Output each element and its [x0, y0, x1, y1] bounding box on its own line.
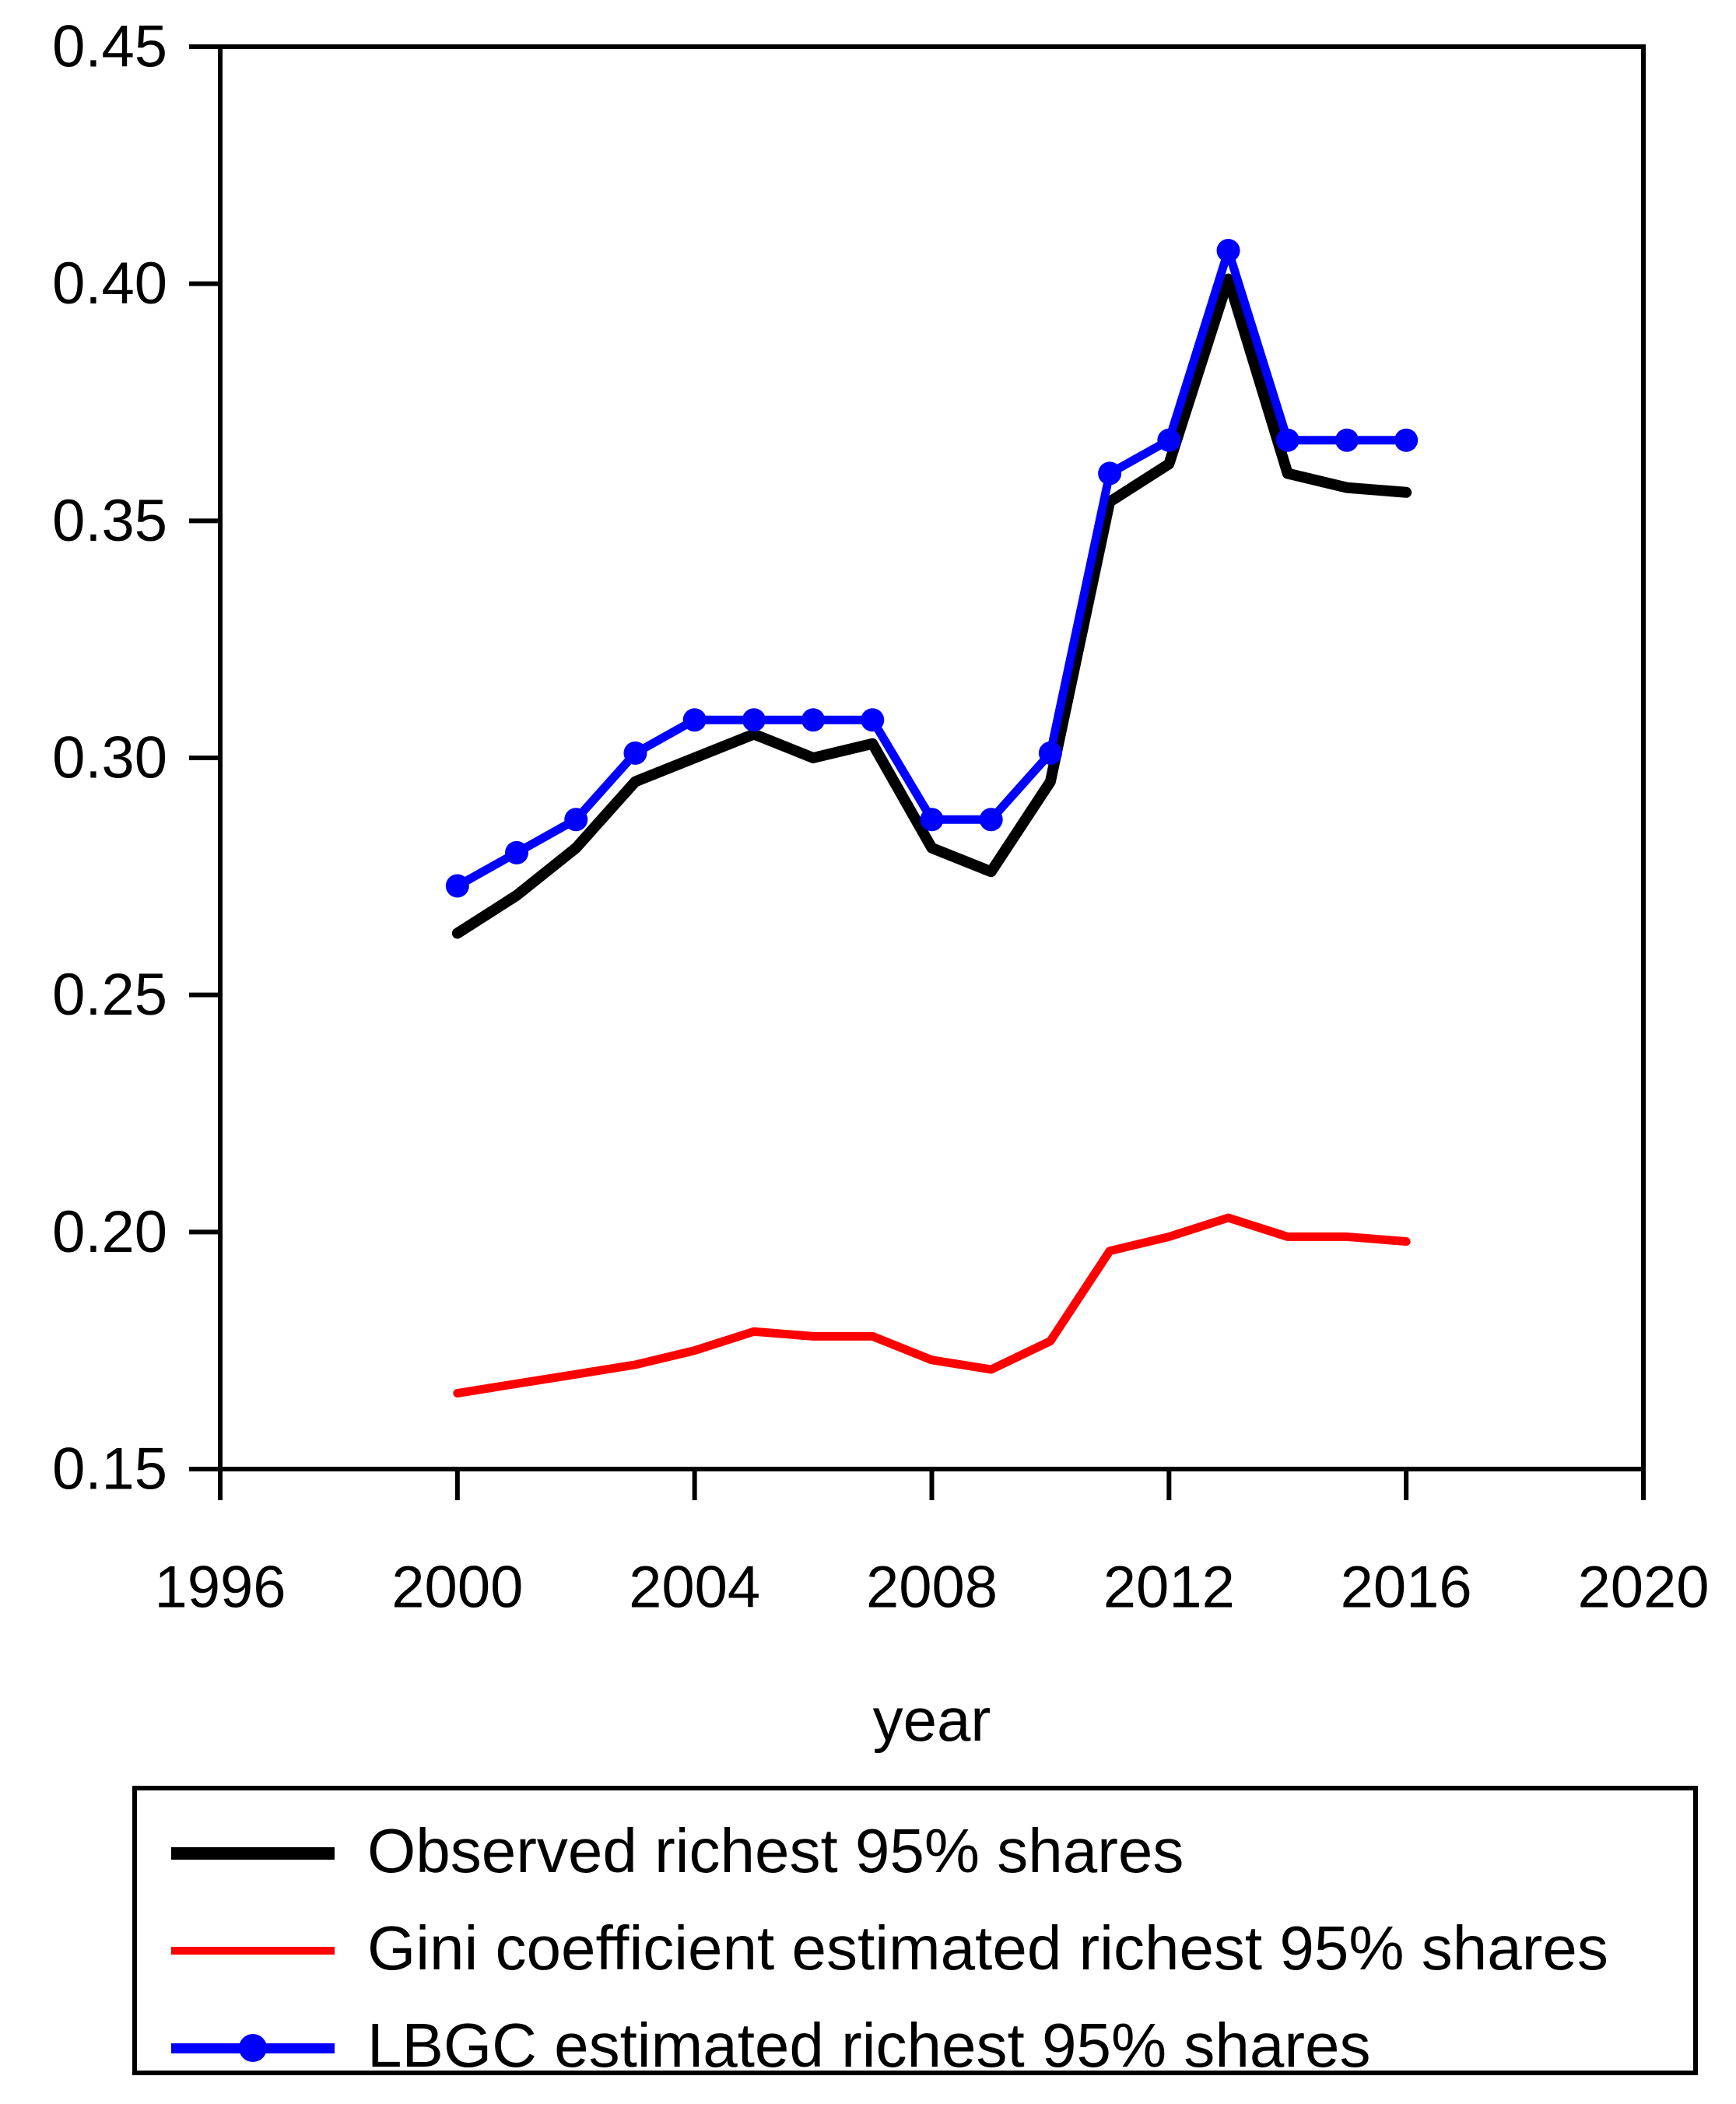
series-marker-dot-2	[505, 840, 529, 864]
y-tick-label: 0.20	[52, 1199, 167, 1265]
series-marker-dot-2	[1275, 428, 1299, 452]
legend-line-swatch-1	[171, 1947, 335, 1955]
x-tick-label: 2016	[1341, 1555, 1472, 1621]
series-marker-dot-2	[682, 708, 707, 732]
series-marker-dot-2	[1334, 428, 1359, 452]
y-tick-label: 0.30	[52, 725, 167, 791]
y-tick-label: 0.35	[52, 488, 167, 554]
legend-box: Observed richest 95% shares Gini coeffici…	[132, 1786, 1698, 2080]
series-marker-dot-2	[920, 808, 944, 832]
series-marker-dot-2	[1394, 428, 1419, 452]
y-tick-label: 0.40	[52, 251, 167, 317]
legend-item-label: Observed richest 95% shares	[367, 1816, 1184, 1885]
series-marker-dot-2	[861, 708, 885, 732]
x-tick-label: 2004	[629, 1555, 760, 1621]
legend-marker-dot-icon	[239, 2034, 267, 2062]
series-marker-dot-2	[979, 808, 1003, 832]
legend-item-label: LBGC estimated richest 95% shares	[367, 2011, 1371, 2080]
series-line-2	[453, 246, 1411, 891]
series-marker-dot-2	[1098, 461, 1122, 486]
series-marker-dot-2	[445, 874, 469, 898]
series-marker-dot-2	[742, 708, 766, 732]
legend-line-swatch-0	[171, 1847, 335, 1860]
series-marker-dot-2	[801, 708, 826, 732]
x-tick-label: 2012	[1103, 1555, 1235, 1621]
x-tick-label: 2000	[391, 1555, 523, 1621]
series-marker-dot-2	[564, 808, 588, 832]
series-marker-dot-2	[623, 741, 647, 765]
x-tick-label: 1996	[154, 1555, 286, 1621]
plot-border	[218, 44, 1646, 1471]
y-tick-label: 0.25	[52, 962, 167, 1028]
x-tick-label: 2020	[1577, 1555, 1709, 1621]
y-tick-label: 0.15	[52, 1436, 167, 1503]
y-tick-label: 0.45	[52, 14, 167, 80]
series-marker-dot-2	[1038, 741, 1062, 765]
series-line-1	[453, 1213, 1411, 1398]
x-tick-label: 2008	[866, 1555, 998, 1621]
series-line-0	[451, 273, 1412, 939]
series-marker-dot-2	[1216, 239, 1240, 263]
x-axis-title: year	[872, 1685, 991, 1754]
series-marker-dot-2	[1157, 428, 1181, 452]
legend-item-label: Gini coefficient estimated richest 95% s…	[367, 1913, 1608, 1983]
